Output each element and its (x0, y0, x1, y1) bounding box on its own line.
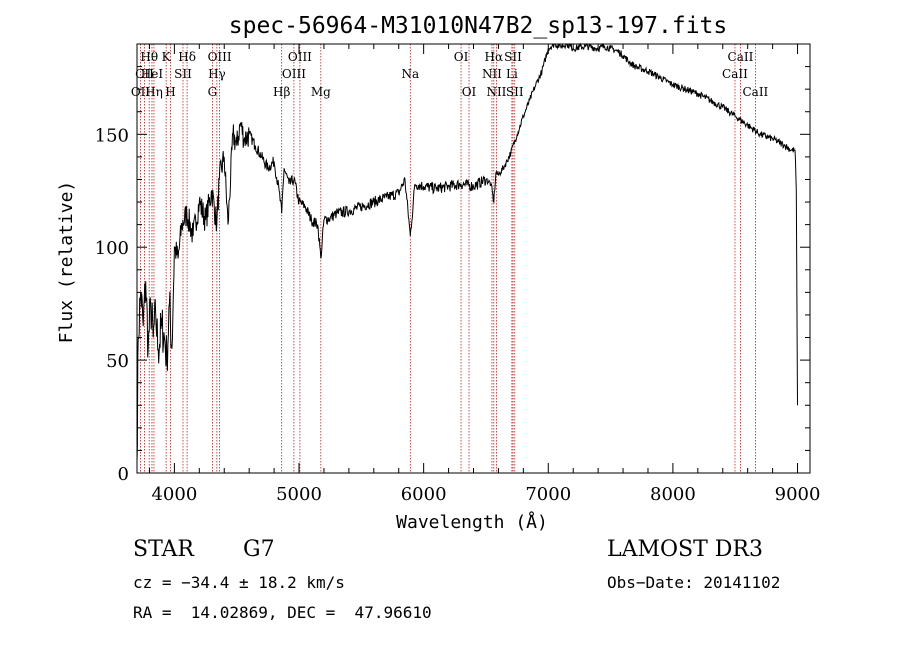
line-label-19: Hα (485, 50, 504, 64)
line-label-26: CaII (728, 50, 754, 64)
x-tick-label-4: 8000 (650, 484, 696, 505)
line-label-27: CaII (742, 85, 768, 99)
line-label-11: G (208, 85, 218, 99)
line-label-8: Hδ (178, 50, 196, 64)
y-axis-label: Flux (relative) (56, 181, 77, 344)
line-label-3: HeI (141, 67, 164, 81)
x-tick-label-5: 9000 (775, 484, 821, 505)
line-label-7: SII (174, 67, 192, 81)
y-tick-label-0: 0 (118, 464, 129, 485)
x-tick-label-0: 4000 (151, 484, 197, 505)
line-label-12: Hβ (273, 85, 290, 99)
object-subclass: G7 (243, 537, 275, 562)
line-label-24: SII (506, 85, 524, 99)
observation-date: Obs−Date: 20141102 (607, 573, 781, 592)
line-label-4: Hη (145, 85, 163, 99)
x-axis-label: Wavelength (Å) (396, 511, 548, 533)
line-label-23: SII (504, 50, 522, 64)
chart-title: spec-56964-M31010N47B2_sp13-197.fits (229, 13, 728, 39)
y-tick-label-2: 100 (95, 238, 129, 259)
line-label-18: OI (462, 85, 477, 99)
flux-series-line (136, 42, 798, 462)
line-label-2: OII (131, 85, 151, 99)
survey-name: LAMOST DR3 (607, 537, 763, 562)
line-label-15: Mg (311, 85, 331, 99)
spectral-line-labels: Hθ CII OII HeI Hη K H SII Hδ OIII Hγ G Hβ OIII OIII Mg N… (131, 50, 769, 99)
spectral-line-markers (140, 44, 756, 473)
object-type: STAR (133, 537, 194, 562)
line-label-1: CII (135, 67, 154, 81)
redshift-cz: cz = −34.4 ± 18.2 km/s (133, 573, 345, 592)
y-tick-label-3: 150 (95, 125, 129, 146)
line-label-6: H (165, 85, 175, 99)
x-tick-label-3: 7000 (525, 484, 571, 505)
line-label-16: Na (401, 67, 419, 81)
y-tick-label-1: 50 (106, 351, 129, 372)
line-label-10: Hγ (208, 67, 226, 81)
line-label-13: OIII (282, 67, 306, 81)
plot-frame (136, 43, 811, 474)
x-tick-label-1: 5000 (276, 484, 322, 505)
x-tick-label-2: 6000 (401, 484, 447, 505)
line-label-14: OIII (288, 50, 312, 64)
line-label-17: OI (454, 50, 469, 64)
line-label-0: Hθ (140, 50, 158, 64)
line-label-21: NII (486, 85, 506, 99)
line-label-5: K (162, 50, 172, 64)
x-axis-ticks: 4000 5000 6000 7000 8000 9000 (148, 44, 821, 505)
y-axis-ticks: 0 50 100 150 (95, 66, 810, 485)
line-label-9: OIII (208, 50, 232, 64)
line-label-22: Li (506, 67, 518, 81)
ra-dec: RA = 14.02869, DEC = 47.96610 (133, 603, 432, 622)
line-label-20: NII (482, 67, 502, 81)
line-label-25: CaII (722, 67, 748, 81)
